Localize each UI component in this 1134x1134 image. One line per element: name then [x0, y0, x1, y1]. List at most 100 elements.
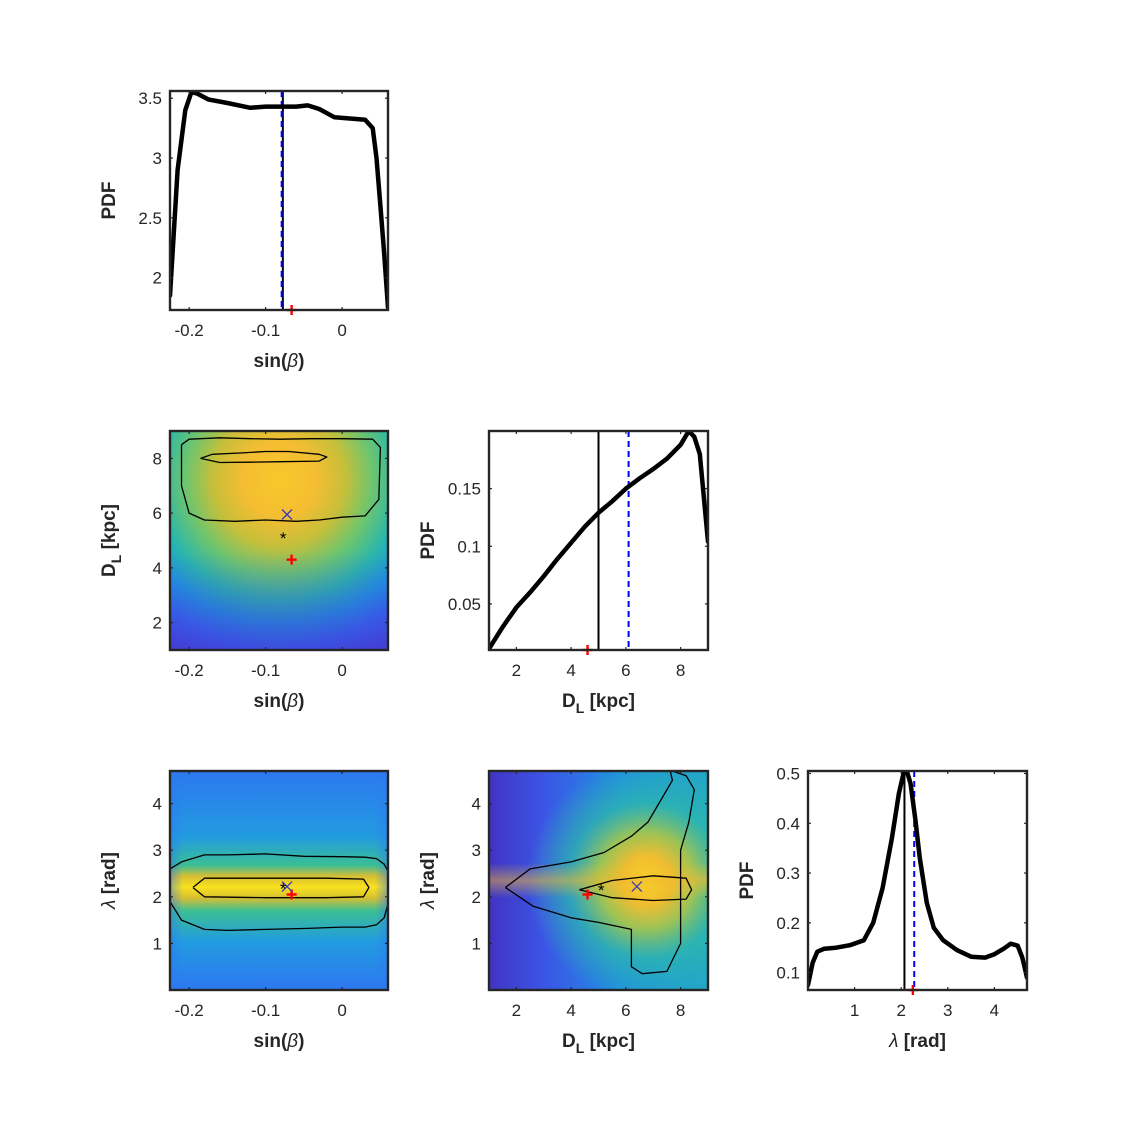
x-axis-label: DL [kpc] — [562, 1031, 635, 1056]
x-tick-label: 2 — [512, 1001, 521, 1020]
x-marker-b — [281, 881, 293, 893]
true-value-marker — [286, 554, 297, 565]
x-tick-label: 2 — [896, 1001, 905, 1020]
y-axis-label: λ [rad] — [418, 852, 439, 910]
contour-line — [200, 450, 328, 464]
contour-line — [192, 877, 370, 899]
y-axis-label: PDF — [418, 522, 439, 560]
plot-area — [170, 91, 388, 310]
x-tick-label: 4 — [566, 1001, 575, 1020]
axes-box — [487, 429, 710, 652]
x-tick-label: -0.2 — [174, 321, 203, 340]
true-value-marker — [582, 889, 593, 900]
y-tick-label: 3 — [472, 841, 481, 860]
x-axis-label: sin(β) — [254, 691, 305, 712]
y-tick-label: 2.5 — [138, 209, 162, 228]
y-axis-label: PDF — [99, 182, 120, 220]
x-axis-label: sin(β) — [254, 1031, 305, 1052]
y-tick-label: 0.2 — [776, 914, 800, 933]
y-tick-label: 0.05 — [448, 595, 481, 614]
y-tick-label: 1 — [153, 934, 162, 953]
y-tick-label: 4 — [472, 795, 481, 814]
x-tick-label: -0.1 — [251, 321, 280, 340]
x-tick-label: 3 — [943, 1001, 952, 1020]
y-tick-label: 8 — [153, 449, 162, 468]
y-axis-label: DL [kpc] — [99, 504, 124, 577]
panel-sin-beta-pdf: -0.2 -0.1 0 2 2.5 3 3.5 sin(β) PDF — [99, 89, 390, 372]
contour-line — [170, 853, 388, 872]
star-marker: * — [598, 881, 605, 900]
contour-line — [180, 437, 382, 522]
x-axis-label: DL [kpc] — [562, 691, 635, 716]
panel-dl-pdf: 2 4 6 8 0.05 0.1 0.15 DL [kpc] PDF — [418, 429, 710, 716]
x-tick-label: -0.2 — [174, 1001, 203, 1020]
heatmap-density-shade — [170, 771, 388, 990]
axes-box — [168, 89, 390, 312]
y-tick-label: 0.1 — [457, 537, 481, 556]
axes-box — [487, 769, 710, 992]
plot-area — [489, 771, 708, 990]
x-tick-label: 4 — [990, 1001, 999, 1020]
y-tick-label: 6 — [153, 504, 162, 523]
x-tick-label: 4 — [566, 661, 575, 680]
plot-area — [170, 431, 388, 650]
pdf-curve — [489, 431, 708, 650]
x-marker-b — [631, 881, 643, 893]
x-marker — [281, 881, 293, 893]
x-tick-label: 8 — [676, 661, 685, 680]
axes-box — [806, 769, 1029, 992]
x-axis-label: λ [rad] — [888, 1031, 946, 1052]
x-marker-b — [281, 509, 293, 520]
contour-line — [170, 901, 388, 932]
x-marker — [631, 881, 643, 893]
heatmap-density-band — [489, 771, 708, 990]
panel-lambda-vs-sin-beta: * -0.2 -0.1 0 1 2 3 4 sin(β) λ [rad] — [99, 769, 390, 1052]
y-tick-label: 2 — [472, 888, 481, 907]
plot-area — [808, 771, 1027, 990]
axes-box — [168, 769, 390, 992]
y-tick-label: 0.5 — [776, 764, 800, 783]
x-tick-label: 8 — [676, 1001, 685, 1020]
y-tick-label: 0.4 — [776, 814, 800, 833]
x-tick-label: -0.1 — [251, 661, 280, 680]
x-tick-label: 2 — [512, 661, 521, 680]
y-axis-label: PDF — [737, 862, 758, 900]
panel-lambda-vs-dl: * 2 4 6 8 1 2 3 4 DL [kpc] λ [rad] — [418, 769, 710, 1056]
x-tick-label: 0 — [337, 661, 346, 680]
contour-line — [579, 875, 693, 902]
x-tick-label: 6 — [621, 1001, 630, 1020]
y-tick-label: 3.5 — [138, 89, 162, 108]
heatmap-density-shade — [170, 431, 388, 650]
x-axis-label: sin(β) — [254, 351, 305, 372]
y-tick-label: 0.3 — [776, 864, 800, 883]
axes-box — [168, 429, 390, 652]
x-tick-label: -0.1 — [251, 1001, 280, 1020]
panel-lambda-pdf: 1 2 3 4 0.1 0.2 0.3 0.4 0.5 λ [rad] PDF — [737, 764, 1029, 1052]
y-tick-label: 0.15 — [448, 480, 481, 499]
plot-area — [489, 431, 708, 650]
x-tick-label: 0 — [337, 1001, 346, 1020]
y-tick-label: 3 — [153, 841, 162, 860]
y-tick-label: 2 — [153, 888, 162, 907]
y-tick-label: 3 — [153, 149, 162, 168]
y-tick-label: 0.1 — [776, 964, 800, 983]
y-tick-label: 4 — [153, 559, 162, 578]
star-marker: * — [280, 529, 287, 548]
star-marker: * — [280, 879, 287, 898]
x-tick-label: 0 — [337, 321, 346, 340]
x-tick-label: -0.2 — [174, 661, 203, 680]
y-tick-label: 4 — [153, 795, 162, 814]
y-axis-label: λ [rad] — [99, 852, 120, 910]
y-tick-label: 2 — [153, 269, 162, 288]
y-tick-label: 2 — [153, 614, 162, 633]
x-marker — [281, 509, 293, 520]
contour-line — [505, 771, 695, 975]
plot-area — [170, 771, 388, 990]
pdf-curve — [808, 771, 1027, 988]
pdf-curve — [170, 91, 388, 310]
y-tick-label: 1 — [472, 934, 481, 953]
x-tick-label: 1 — [850, 1001, 859, 1020]
panel-dl-vs-sin-beta: * -0.2 -0.1 0 2 4 6 8 sin(β) DL [kpc] — [99, 429, 390, 712]
x-tick-label: 6 — [621, 661, 630, 680]
